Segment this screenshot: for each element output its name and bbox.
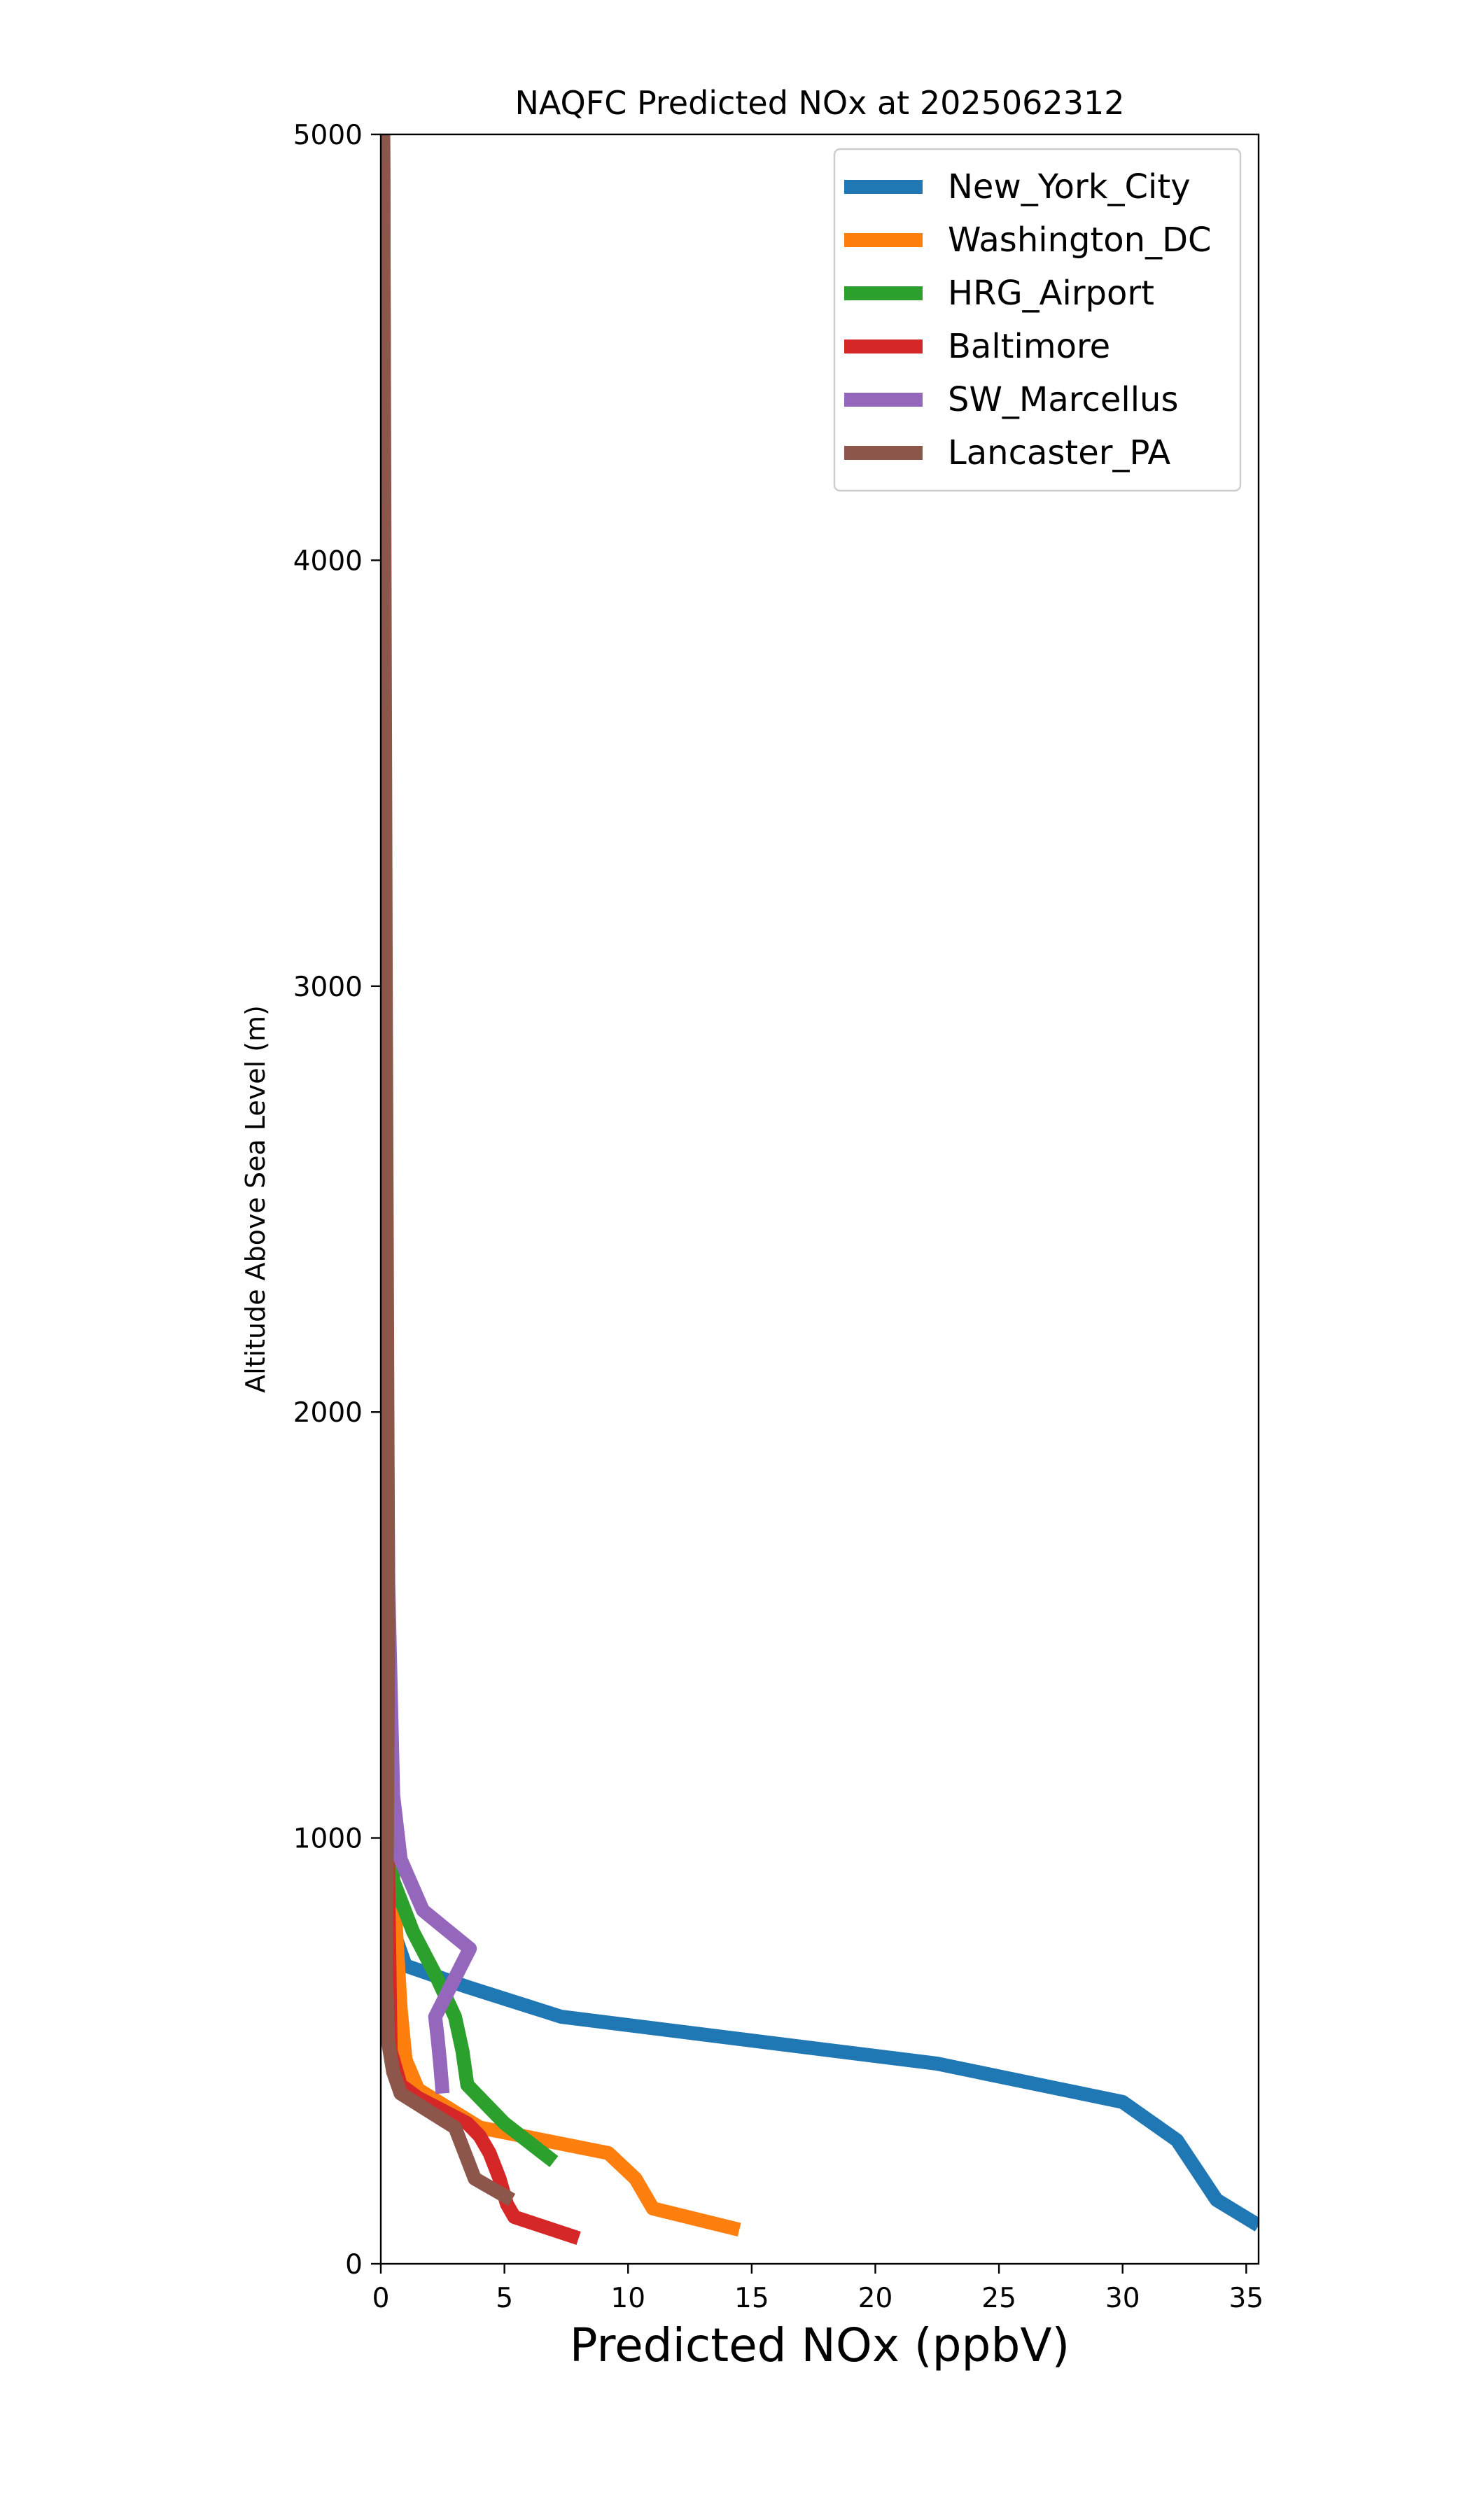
y-tick-label: 2000 [293,1397,363,1429]
legend-label: SW_Marcellus [948,380,1178,419]
x-tick-label: 5 [496,2283,513,2314]
legend-label: HRG_Airport [948,274,1154,313]
x-tick-label: 25 [981,2283,1016,2314]
plot-area [381,134,1259,2245]
y-axis-label: Altitude Above Sea Level (m) [240,1005,271,1393]
x-tick-label: 30 [1105,2283,1140,2314]
y-axis: 0 1000 2000 3000 4000 5000 [293,120,381,2281]
x-axis: 0 5 10 15 20 25 30 35 [372,2264,1264,2314]
x-tick-label: 20 [858,2283,893,2314]
y-tick-label: 5000 [293,120,363,151]
y-tick-label: 1000 [293,1823,363,1855]
y-tick-label: 4000 [293,545,363,577]
legend-label: New_York_City [948,167,1191,206]
legend-label: Washington_DC [948,220,1212,260]
x-tick-label: 35 [1229,2283,1264,2314]
legend: New_York_City Washington_DC HRG_Airport Bal… [833,148,1242,492]
x-tick-label: 15 [734,2283,769,2314]
legend-box [833,148,1242,492]
x-axis-label: Predicted NOx (ppbV) [570,2318,1070,2372]
x-tick-label: 10 [610,2283,645,2314]
chart-title: NAQFC Predicted NOx at 2025062312 [514,84,1124,122]
x-tick-label: 0 [372,2283,390,2314]
legend-label: Lancaster_PA [948,433,1170,472]
y-tick-label: 0 [345,2249,363,2281]
y-tick-label: 3000 [293,972,363,1003]
legend-label: Baltimore [948,327,1110,366]
series-line-lancaster-pa [381,134,516,2206]
axes-frame [379,133,1260,2265]
